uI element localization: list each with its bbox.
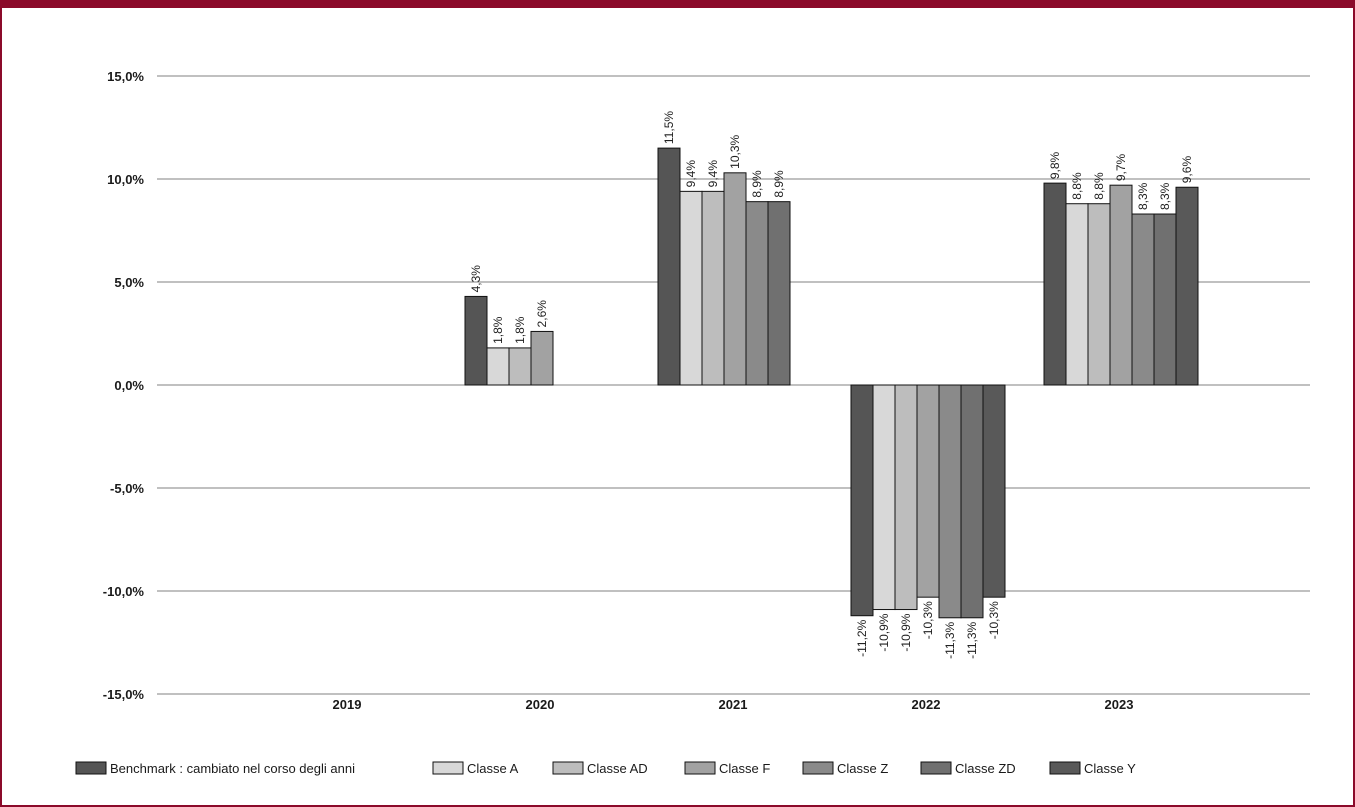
bar-2021-benchmark-cambiato-nel-corso-degli-anni xyxy=(657,147,681,386)
data-label: 11,5% xyxy=(662,111,676,144)
legend-item: Classe AD xyxy=(552,761,648,776)
data-label: 8,3% xyxy=(1136,182,1150,210)
legend-item: Classe ZD xyxy=(920,761,1016,776)
bar-2022-benchmark-cambiato-nel-corso-degli-anni xyxy=(850,384,874,617)
x-tick-label: 2019 xyxy=(333,697,362,712)
data-label: -11,2% xyxy=(855,619,869,656)
bar-2020-classe-f xyxy=(530,330,554,386)
data-label: 8,3% xyxy=(1158,182,1172,210)
data-label: 2,6% xyxy=(535,300,549,328)
legend-item: Classe A xyxy=(432,761,519,776)
data-label: 9,8% xyxy=(1048,151,1062,179)
bar-2021-classe-f xyxy=(723,172,747,386)
legend-label: Classe A xyxy=(467,761,519,776)
data-label: 8,8% xyxy=(1070,172,1084,200)
bar-2022-classe-ad xyxy=(894,384,918,611)
bar-2022-classe-z xyxy=(938,384,962,619)
bar-2023-classe-f xyxy=(1109,184,1133,386)
y-tick-label: -15,0% xyxy=(103,687,145,702)
data-label: 9,6% xyxy=(1180,156,1194,184)
bar-2022-classe-zd xyxy=(960,384,984,619)
legend-swatch xyxy=(920,761,952,775)
legend-swatch xyxy=(684,761,716,775)
bar-2021-classe-zd xyxy=(767,201,791,386)
legend-item: Classe Y xyxy=(1049,761,1136,776)
bar-2020-benchmark-cambiato-nel-corso-degli-anni xyxy=(464,295,488,386)
bar-2021-classe-z xyxy=(745,201,769,386)
y-tick-label: 10,0% xyxy=(107,172,144,187)
bar-2021-classe-a xyxy=(679,190,703,386)
y-axis: 15,0% 10,0% 5,0% 0,0% -5,0% -10,0% -15,0% xyxy=(103,69,145,702)
data-label: 9,7% xyxy=(1114,153,1128,181)
data-label: 9,4% xyxy=(684,160,698,188)
data-label: 1,8% xyxy=(491,316,505,344)
y-tick-label: -5,0% xyxy=(110,481,144,496)
data-label: -10,9% xyxy=(899,613,913,651)
legend-label: Benchmark : cambiato nel corso degli ann… xyxy=(110,761,355,776)
bar-2023-classe-a xyxy=(1065,203,1089,386)
data-label: -11,3% xyxy=(943,621,957,658)
legend-swatch xyxy=(75,761,107,775)
x-axis: 2019 2020 2021 2022 2023 xyxy=(333,697,1134,712)
x-tick-label: 2022 xyxy=(912,697,941,712)
data-label: 1,8% xyxy=(513,316,527,344)
bar-2023-classe-zd xyxy=(1153,213,1177,386)
data-label: 9,4% xyxy=(706,160,720,188)
legend-label: Classe AD xyxy=(587,761,648,776)
bar-2021-classe-ad xyxy=(701,190,725,386)
bar-2022-classe-f xyxy=(916,384,940,598)
data-label: 10,3% xyxy=(728,134,742,168)
data-label: 8,9% xyxy=(772,170,786,198)
legend-swatch xyxy=(552,761,584,775)
legend-label: Classe F xyxy=(719,761,770,776)
bar-2020-classe-a xyxy=(486,347,510,386)
y-tick-label: -10,0% xyxy=(103,584,145,599)
bar-2023-classe-z xyxy=(1131,213,1155,386)
legend-item: Benchmark : cambiato nel corso degli ann… xyxy=(75,761,355,776)
data-label: -10,3% xyxy=(921,601,935,639)
y-tick-label: 15,0% xyxy=(107,69,144,84)
legend-label: Classe Z xyxy=(837,761,888,776)
legend-item: Classe F xyxy=(684,761,770,776)
data-label: 8,8% xyxy=(1092,172,1106,200)
data-label: -10,3% xyxy=(987,601,1001,639)
legend: Benchmark : cambiato nel corso degli ann… xyxy=(75,761,1136,776)
bar-2022-classe-a xyxy=(872,384,896,611)
y-tick-label: 0,0% xyxy=(114,378,144,393)
legend-swatch xyxy=(802,761,834,775)
data-label: -11,3% xyxy=(965,621,979,658)
data-label: 8,9% xyxy=(750,170,764,198)
bar-2023-classe-ad xyxy=(1087,203,1111,386)
bars: 4,3% 1,8% 1,8% 2,6% 11,5% 9,4% 9,4% 10,3% 8,9% 8,… xyxy=(464,111,1199,659)
bar-2020-classe-ad xyxy=(508,347,532,386)
legend-item: Classe Z xyxy=(802,761,888,776)
x-tick-label: 2023 xyxy=(1105,697,1134,712)
legend-swatch xyxy=(432,761,464,775)
x-tick-label: 2021 xyxy=(719,697,748,712)
legend-swatch xyxy=(1049,761,1081,775)
legend-label: Classe Y xyxy=(1084,761,1136,776)
header-bar xyxy=(0,0,1355,8)
x-tick-label: 2020 xyxy=(526,697,555,712)
bar-2022-classe-y xyxy=(982,384,1006,598)
data-label: -10,9% xyxy=(877,613,891,651)
bar-2023-benchmark-cambiato-nel-corso-degli-anni xyxy=(1043,182,1067,386)
legend-label: Classe ZD xyxy=(955,761,1016,776)
y-tick-label: 5,0% xyxy=(114,275,144,290)
data-label: 4,3% xyxy=(469,265,483,293)
bar-2023-classe-y xyxy=(1175,186,1199,386)
